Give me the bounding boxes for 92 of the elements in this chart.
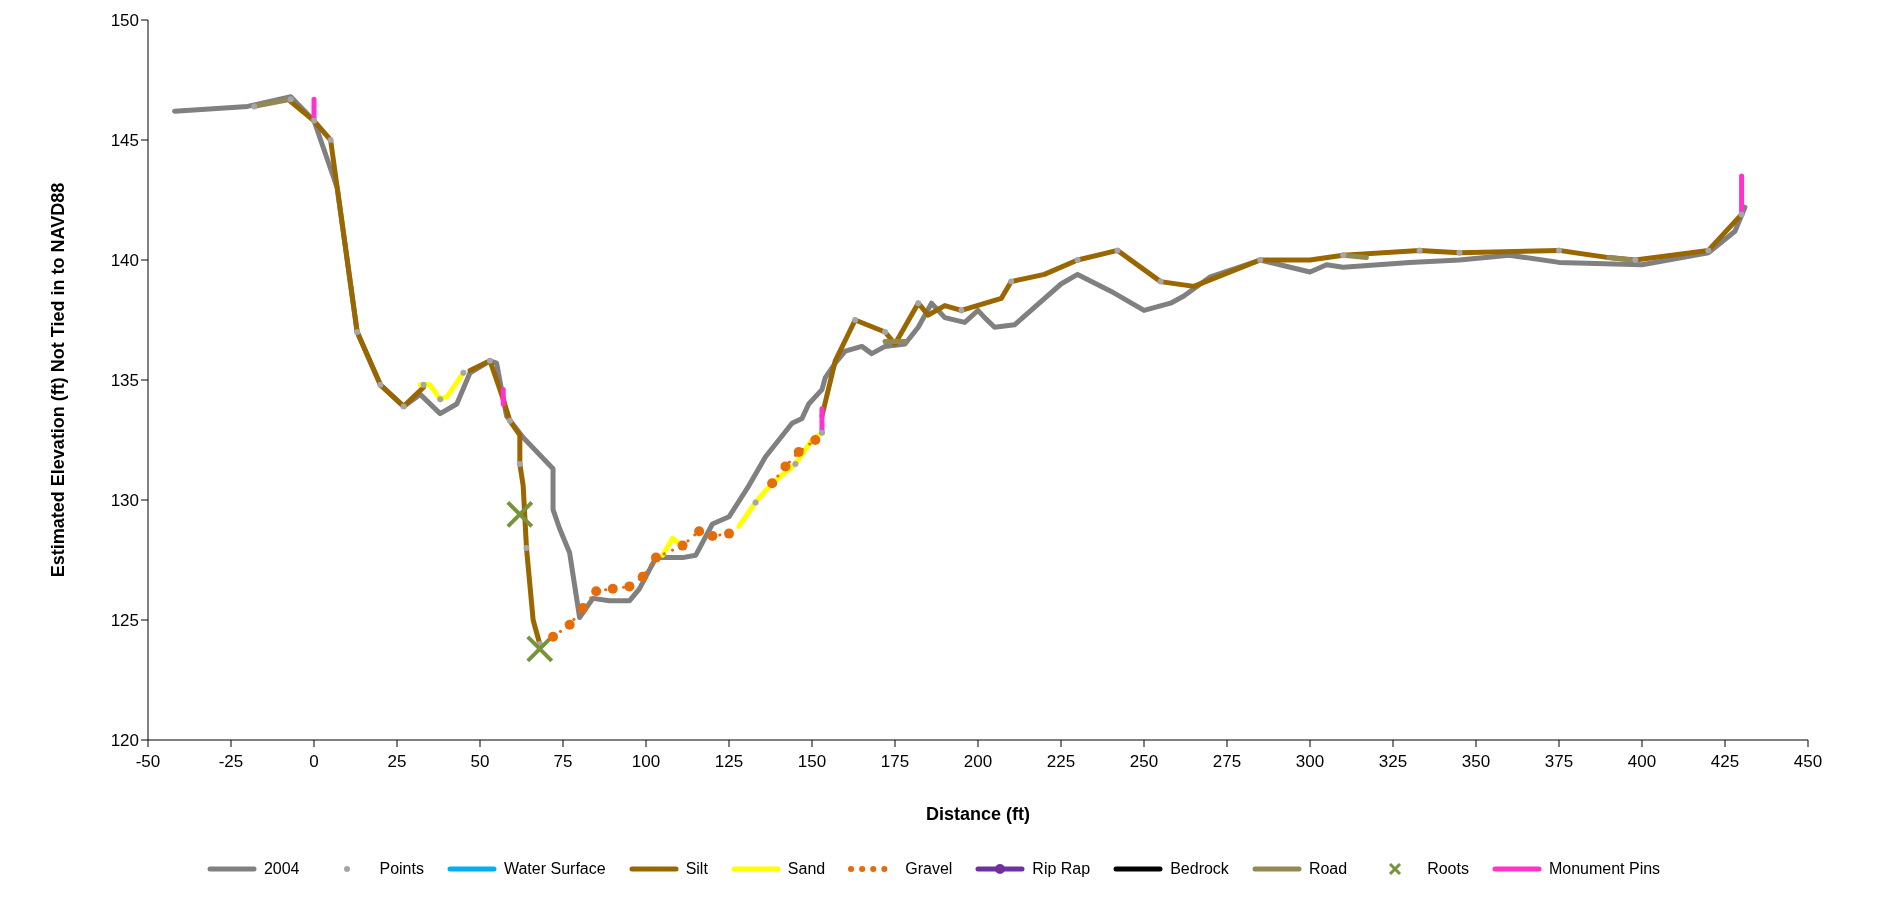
x-tick-label: 175: [880, 752, 910, 772]
point: [577, 603, 588, 613]
point: [752, 499, 759, 506]
point: [1705, 247, 1712, 254]
y-tick-label: 130: [110, 491, 139, 511]
point: [327, 137, 334, 143]
point: [1257, 257, 1264, 263]
point: [486, 357, 493, 364]
point: [694, 526, 705, 537]
point: [852, 317, 859, 323]
x-tick-label: 25: [387, 752, 407, 772]
x-tick-label: 350: [1461, 752, 1491, 772]
legend-label: Sand: [787, 860, 826, 878]
x-tick-label: -50: [135, 752, 161, 772]
legend-label: Points: [379, 860, 424, 878]
point: [548, 631, 559, 642]
legend-label: Roots: [1427, 860, 1469, 878]
point: [354, 329, 361, 335]
x-tick-label: 425: [1710, 752, 1740, 772]
point: [767, 478, 778, 489]
point: [251, 103, 258, 110]
x-tick-label: 50: [470, 752, 490, 772]
y-tick-label: 125: [110, 611, 139, 631]
point: [1632, 257, 1639, 263]
y-axis-title: Estimated Elevation (ft) Not Tied in to NAVD88: [48, 182, 69, 578]
point: [1074, 257, 1081, 263]
point: [377, 381, 384, 388]
point: [460, 369, 467, 376]
point: [420, 381, 427, 388]
y-tick-label: 120: [110, 731, 139, 751]
legend-label: Silt: [685, 860, 708, 878]
legend-label: Gravel: [905, 860, 953, 878]
point: [707, 531, 718, 541]
legend-label: Bedrock: [1170, 860, 1229, 878]
x-tick-label: 225: [1046, 752, 1076, 772]
legend-label: Water Surface: [503, 860, 606, 878]
x-tick-label: 150: [797, 752, 827, 772]
point: [506, 417, 513, 424]
point: [818, 429, 825, 436]
point: [287, 96, 294, 103]
point: [1456, 249, 1463, 256]
point: [958, 307, 965, 314]
x-tick-label: 450: [1793, 752, 1823, 772]
point: [882, 329, 889, 335]
point: [505, 500, 534, 529]
x-tick-label: 250: [1129, 752, 1159, 772]
point: [591, 586, 602, 597]
point: [523, 545, 530, 551]
x-tick-label: 100: [631, 752, 661, 772]
point: [400, 403, 407, 410]
point: [607, 583, 618, 594]
point: [1556, 247, 1562, 254]
point: [516, 461, 523, 467]
point: [1340, 252, 1347, 259]
point: [810, 435, 821, 445]
point: [624, 581, 635, 592]
x-tick-label: 75: [553, 752, 573, 772]
point: [637, 571, 648, 582]
y-tick-label: 145: [110, 131, 139, 151]
legend-label: Rip Rap: [1032, 860, 1091, 878]
x-tick-label: 125: [714, 752, 744, 772]
legend-label: Monument Pins: [1548, 860, 1661, 878]
x-tick-label: 375: [1544, 752, 1574, 772]
x-tick-label: 300: [1295, 752, 1325, 772]
point: [437, 396, 444, 403]
x-tick-label: 0: [309, 752, 319, 772]
point: [564, 619, 575, 630]
point: [311, 117, 317, 124]
x-tick-label: 400: [1627, 752, 1657, 772]
x-tick-label: 275: [1212, 752, 1242, 772]
y-tick-label: 135: [110, 371, 139, 391]
point: [1008, 278, 1015, 285]
point: [1114, 247, 1121, 254]
y-tick-label: 140: [110, 251, 139, 271]
legend-label: 2004: [263, 860, 300, 878]
point: [724, 528, 734, 539]
point: [650, 552, 661, 563]
x-tick-label: 325: [1378, 752, 1408, 772]
x-tick-label: 200: [963, 752, 993, 772]
point: [1157, 278, 1164, 285]
point: [1416, 247, 1423, 254]
point: [915, 300, 922, 307]
y-tick-label: 150: [110, 11, 139, 31]
point: [525, 634, 554, 663]
point: [793, 447, 804, 457]
point: [677, 540, 688, 551]
x-tick-label: -25: [218, 752, 244, 772]
point: [1738, 211, 1745, 218]
legend-label: Road: [1308, 860, 1348, 878]
point: [792, 461, 799, 467]
point: [780, 461, 791, 472]
x-axis-title: Distance (ft): [925, 804, 1031, 824]
